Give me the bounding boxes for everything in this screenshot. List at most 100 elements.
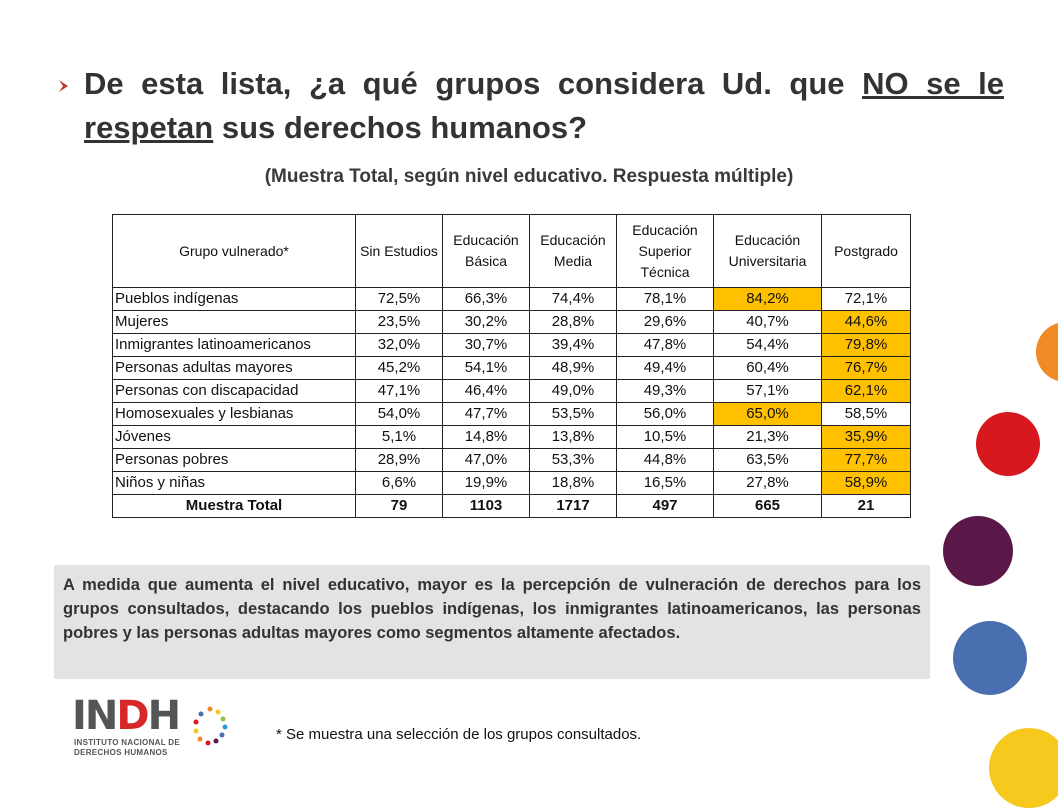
value-cell: 72,5%	[355, 287, 443, 311]
value-cell: 27,8%	[713, 471, 822, 495]
value-cell: 47,7%	[442, 402, 530, 426]
decor-circle-yellow	[989, 728, 1058, 808]
table-row: Personas adultas mayores 45,2% 54,1% 48,9% 4…	[112, 356, 911, 380]
table-header-row: Grupo vulnerado* Sin Estudios Educación …	[112, 214, 911, 288]
total-value: 1717	[529, 494, 617, 518]
value-cell: 79,8%	[821, 333, 911, 357]
value-cell: 6,6%	[355, 471, 443, 495]
subtitle: (Muestra Total, según nivel educativo. R…	[264, 166, 794, 187]
total-value: 497	[616, 494, 714, 518]
value-cell: 19,9%	[442, 471, 530, 495]
indh-logo: INDH INSTITUTO NACIONAL DE DERECHOS HUMA…	[72, 694, 232, 758]
value-cell: 77,7%	[821, 448, 911, 472]
value-cell: 58,9%	[821, 471, 911, 495]
group-cell: Inmigrantes latinoamericanos	[112, 333, 356, 357]
decor-circle-purple	[943, 516, 1013, 586]
value-cell: 49,3%	[616, 379, 714, 403]
value-cell: 65,0%	[713, 402, 822, 426]
value-cell: 49,4%	[616, 356, 714, 380]
footnote: * Se muestra una selección de los grupos…	[276, 726, 642, 743]
total-value: 79	[355, 494, 443, 518]
total-value: 665	[713, 494, 822, 518]
group-cell: Jóvenes	[112, 425, 356, 449]
group-cell: Personas con discapacidad	[112, 379, 356, 403]
value-cell: 63,5%	[713, 448, 822, 472]
decor-circle-orange	[1036, 322, 1058, 382]
logo-dots-icon	[193, 706, 228, 746]
value-cell: 28,8%	[529, 310, 617, 334]
value-cell: 72,1%	[821, 287, 911, 311]
value-cell: 21,3%	[713, 425, 822, 449]
table-row: Inmigrantes latinoamericanos 32,0% 30,7% 39…	[112, 333, 911, 357]
value-cell: 14,8%	[442, 425, 530, 449]
total-row: Muestra Total 79 1103 1717 497 665 21	[112, 494, 911, 518]
value-cell: 30,7%	[442, 333, 530, 357]
value-cell: 54,1%	[442, 356, 530, 380]
header-universitaria: Educación Universitaria	[713, 214, 822, 288]
total-label: Muestra Total	[112, 494, 356, 518]
value-cell: 32,0%	[355, 333, 443, 357]
value-cell: 40,7%	[713, 310, 822, 334]
value-cell: 5,1%	[355, 425, 443, 449]
value-cell: 54,4%	[713, 333, 822, 357]
group-cell: Personas pobres	[112, 448, 356, 472]
value-cell: 66,3%	[442, 287, 530, 311]
value-cell: 44,8%	[616, 448, 714, 472]
title-part-2: sus derechos humanos?	[213, 110, 588, 145]
decor-circle-red	[976, 412, 1040, 476]
group-cell: Homosexuales y lesbianas	[112, 402, 356, 426]
value-cell: 16,5%	[616, 471, 714, 495]
total-value: 1103	[442, 494, 530, 518]
table-row: Personas con discapacidad 47,1% 46,4% 49,0%…	[112, 379, 911, 403]
value-cell: 53,3%	[529, 448, 617, 472]
value-cell: 48,9%	[529, 356, 617, 380]
group-cell: Personas adultas mayores	[112, 356, 356, 380]
value-cell: 57,1%	[713, 379, 822, 403]
table-row: Jóvenes 5,1% 14,8% 13,8% 10,5% 21,3% 35,9%	[112, 425, 911, 449]
value-cell: 54,0%	[355, 402, 443, 426]
value-cell: 10,5%	[616, 425, 714, 449]
chevron-bullet-icon	[59, 80, 68, 92]
table-row: Homosexuales y lesbianas 54,0% 47,7% 53,5% 5…	[112, 402, 911, 426]
value-cell: 78,1%	[616, 287, 714, 311]
value-cell: 62,1%	[821, 379, 911, 403]
logo-wordmark: INDH	[72, 693, 181, 739]
group-cell: Pueblos indígenas	[112, 287, 356, 311]
logo-line-1: INSTITUTO NACIONAL DE	[74, 738, 181, 747]
header-group: Grupo vulnerado*	[112, 214, 356, 288]
results-table: Grupo vulnerado* Sin Estudios Educación …	[112, 214, 911, 518]
header-superior-tecnica: Educación Superior Técnica	[616, 214, 714, 288]
value-cell: 47,1%	[355, 379, 443, 403]
title-part-1: De esta lista, ¿a qué grupos considera U…	[84, 66, 863, 101]
value-cell: 46,4%	[442, 379, 530, 403]
value-cell: 56,0%	[616, 402, 714, 426]
header-basica: Educación Básica	[442, 214, 530, 288]
summary-box: A medida que aumenta el nivel educativo,…	[54, 565, 930, 679]
value-cell: 30,2%	[442, 310, 530, 334]
value-cell: 45,2%	[355, 356, 443, 380]
header-media: Educación Media	[529, 214, 617, 288]
group-cell: Mujeres	[112, 310, 356, 334]
total-value: 21	[821, 494, 911, 518]
table-row: Mujeres 23,5% 30,2% 28,8% 29,6% 40,7% 44,6%	[112, 310, 911, 334]
decor-circle-blue	[953, 621, 1027, 695]
value-cell: 35,9%	[821, 425, 911, 449]
header-sin-estudios: Sin Estudios	[355, 214, 443, 288]
value-cell: 74,4%	[529, 287, 617, 311]
value-cell: 44,6%	[821, 310, 911, 334]
table-row: Pueblos indígenas 72,5% 66,3% 74,4% 78,1% 84,…	[112, 287, 911, 311]
group-cell: Niños y niñas	[112, 471, 356, 495]
table-row: Personas pobres 28,9% 47,0% 53,3% 44,8% 63,5%…	[112, 448, 911, 472]
value-cell: 60,4%	[713, 356, 822, 380]
header-postgrado: Postgrado	[821, 214, 911, 288]
value-cell: 39,4%	[529, 333, 617, 357]
logo-line-2: DERECHOS HUMANOS	[74, 748, 168, 757]
value-cell: 76,7%	[821, 356, 911, 380]
value-cell: 58,5%	[821, 402, 911, 426]
value-cell: 23,5%	[355, 310, 443, 334]
slide-title: De esta lista, ¿a qué grupos considera U…	[84, 62, 1004, 150]
value-cell: 47,0%	[442, 448, 530, 472]
value-cell: 49,0%	[529, 379, 617, 403]
value-cell: 84,2%	[713, 287, 822, 311]
value-cell: 53,5%	[529, 402, 617, 426]
